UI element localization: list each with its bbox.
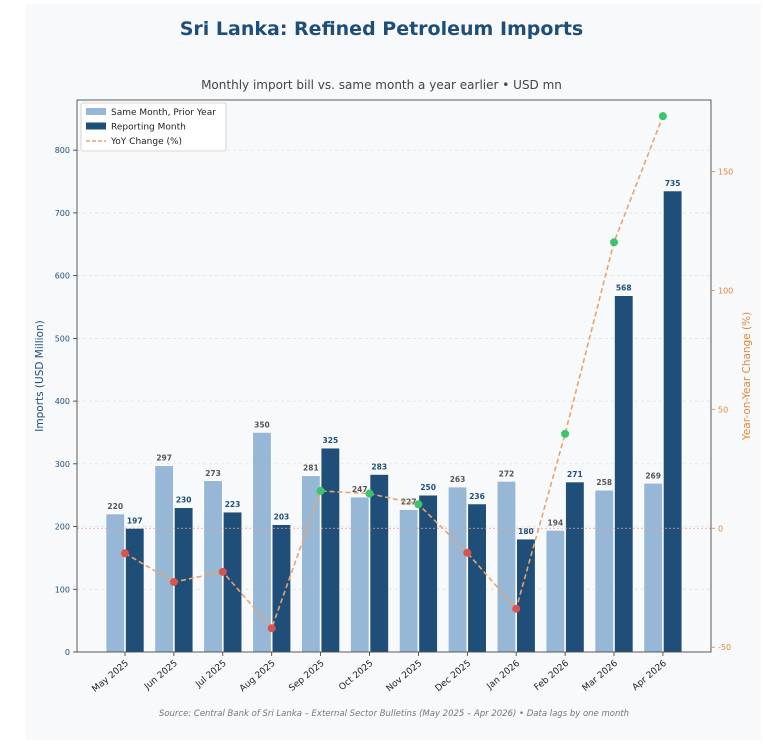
- legend-swatch: [86, 122, 106, 130]
- bar-reporting-month: [467, 503, 487, 653]
- bar-reporting-month: [614, 295, 634, 653]
- data-label-reporting: 203: [274, 513, 290, 522]
- yoy-point: [365, 489, 374, 498]
- data-label-prior: 247: [352, 485, 368, 494]
- data-label-reporting: 223: [225, 500, 241, 509]
- chart-title: Sri Lanka: Refined Petroleum Imports: [179, 18, 584, 40]
- x-tick-label: Jun 2025: [142, 659, 180, 693]
- x-tick-label: May 2025: [91, 659, 131, 695]
- y-right-tick-label: 100: [718, 286, 733, 295]
- chart-subtitle: Monthly import bill vs. same month a yea…: [201, 78, 562, 92]
- yoy-point: [463, 548, 472, 557]
- bar-prior-year: [643, 482, 663, 653]
- data-label-reporting: 568: [616, 284, 632, 293]
- x-tick-label: Jul 2025: [193, 659, 228, 691]
- bar-prior-year: [447, 486, 468, 653]
- yoy-point: [121, 549, 129, 558]
- y-tick-label: 100: [55, 585, 70, 594]
- y-tick-label: 300: [55, 460, 70, 469]
- data-label-reporting: 236: [469, 492, 485, 501]
- bar-reporting-month: [418, 494, 438, 653]
- data-label-reporting: 197: [127, 516, 143, 525]
- y-right-tick-label: -50: [718, 643, 731, 652]
- y-tick-label: 700: [55, 209, 70, 218]
- legend-label: Reporting Month: [111, 123, 186, 133]
- data-label-prior: 258: [596, 478, 612, 487]
- data-label-prior: 272: [499, 469, 515, 478]
- yoy-point: [316, 486, 325, 495]
- data-label-prior: 350: [254, 420, 270, 429]
- data-label-prior: 273: [205, 469, 221, 478]
- y-tick-label: 200: [55, 523, 70, 532]
- yoy-point: [512, 604, 521, 613]
- data-label-reporting: 325: [323, 436, 339, 445]
- data-label-prior: 281: [303, 464, 319, 473]
- x-tick-label: Sep 2025: [287, 659, 326, 694]
- x-tick-label: Mar 2026: [581, 658, 620, 693]
- bar-prior-year: [350, 496, 370, 653]
- data-label-reporting: 180: [518, 527, 534, 536]
- bar-reporting-month: [320, 447, 340, 653]
- x-tick-label: Aug 2025: [238, 659, 278, 695]
- legend-box: [80, 102, 227, 152]
- source-note: Source: Central Bank of Sri Lanka – Exte…: [158, 709, 630, 719]
- bar-reporting-month: [369, 474, 389, 653]
- yoy-point: [267, 624, 276, 633]
- bar-prior-year: [399, 509, 419, 653]
- bar-reporting-month: [565, 481, 585, 653]
- yoy-point: [610, 238, 618, 247]
- bar-prior-year: [203, 480, 223, 653]
- bar-prior-year: [594, 489, 614, 653]
- data-label-prior: 220: [107, 502, 123, 511]
- data-label-prior: 263: [450, 475, 466, 484]
- y-axis-label: Imports (USD Million): [34, 320, 46, 431]
- bar-reporting-month: [271, 524, 292, 653]
- y-tick-label: 0: [65, 648, 70, 657]
- x-tick-label: Nov 2025: [385, 659, 425, 695]
- data-label-prior: 297: [156, 454, 172, 463]
- bar-prior-year: [154, 465, 174, 653]
- bar-reporting-month: [516, 538, 536, 653]
- y-tick-label: 500: [55, 334, 70, 343]
- x-tick-label: Jan 2026: [485, 658, 523, 692]
- y-tick-label: 400: [55, 397, 70, 406]
- plot-frame: [76, 99, 712, 653]
- y-tick-label: 800: [55, 146, 70, 155]
- x-tick-label: Dec 2025: [434, 659, 474, 694]
- data-label-prior: 194: [548, 518, 564, 527]
- yoy-point: [561, 429, 570, 438]
- yoy-point: [658, 112, 667, 121]
- bar-reporting-month: [663, 190, 683, 653]
- legend: Same Month, Prior Year Reporting Month YoY…: [80, 102, 227, 152]
- y-right-axis-label: Year-on-Year Change (%): [741, 312, 753, 441]
- legend-swatch: [86, 108, 106, 115]
- data-label-reporting: 230: [176, 496, 192, 505]
- y-tick-label: 600: [55, 272, 70, 281]
- yoy-line-group: [121, 112, 667, 633]
- x-tick-label: Oct 2025: [337, 659, 375, 693]
- bar-reporting-month: [125, 528, 145, 653]
- bar-prior-year: [545, 530, 565, 653]
- legend-label: YoY Change (%): [110, 137, 182, 147]
- data-label-reporting: 735: [665, 179, 681, 188]
- bar-prior-year: [496, 481, 517, 653]
- data-label-reporting: 250: [420, 483, 436, 492]
- yoy-point: [218, 567, 227, 576]
- data-label-reporting: 271: [567, 470, 583, 479]
- y-right-tick-label: 50: [718, 405, 728, 414]
- yoy-line: [124, 115, 664, 630]
- yoy-point: [414, 500, 423, 509]
- x-tick-label: Apr 2026: [631, 658, 669, 692]
- bar-prior-year: [252, 432, 272, 653]
- data-label-reporting: 283: [371, 462, 387, 471]
- y-right-tick-label: 150: [718, 167, 733, 176]
- data-label-prior: 269: [645, 471, 661, 480]
- legend-label: Same Month, Prior Year: [111, 108, 216, 118]
- x-tick-label: Feb 2026: [533, 658, 572, 693]
- bar-prior-year: [105, 513, 125, 653]
- yoy-point: [169, 578, 178, 587]
- y-right-tick-label: 0: [718, 524, 723, 533]
